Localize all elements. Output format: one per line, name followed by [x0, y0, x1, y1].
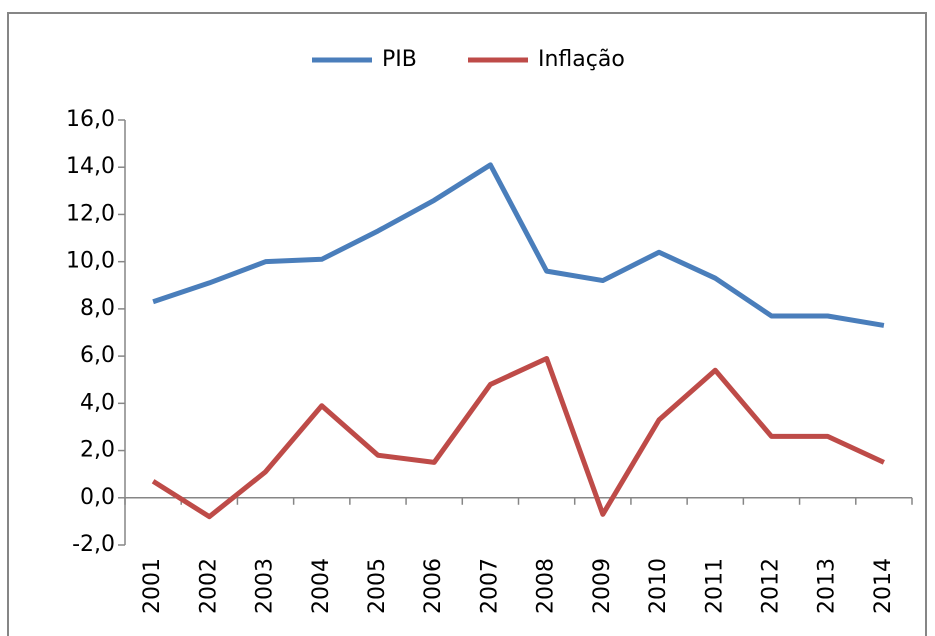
x-tick-label: 2001	[140, 558, 165, 614]
x-tick-label: 2002	[196, 558, 221, 614]
x-tick-label: 2010	[646, 558, 671, 614]
y-tick-label: 6,0	[80, 343, 115, 368]
y-tick-label: 4,0	[80, 390, 115, 415]
y-tick-label: 2,0	[80, 438, 115, 463]
chart-frame	[7, 12, 927, 636]
x-tick-label: 2009	[590, 558, 615, 614]
series-line	[151, 355, 885, 520]
legend-label: Inflação	[538, 47, 625, 72]
y-tick-label: 10,0	[66, 249, 115, 274]
y-tick-label: 16,0	[66, 107, 115, 132]
y-tick-label: 8,0	[80, 296, 115, 321]
y-tick-label: 12,0	[66, 201, 115, 226]
x-tick-label: 2011	[702, 558, 727, 614]
x-tick-label: 2006	[421, 558, 446, 614]
legend-label: PIB	[382, 47, 417, 72]
x-tick-label: 2014	[871, 558, 896, 614]
x-tick-label: 2008	[534, 558, 559, 614]
y-tick-label: 0,0	[80, 485, 115, 510]
series-line	[152, 162, 885, 328]
x-tick-label: 2003	[253, 558, 278, 614]
y-tick-label: -2,0	[72, 532, 115, 557]
x-tick-label: 2013	[815, 558, 840, 614]
x-tick-label: 2005	[365, 558, 390, 614]
y-tick-label: 14,0	[66, 154, 115, 179]
x-tick-label: 2012	[758, 558, 783, 614]
x-tick-label: 2004	[309, 558, 334, 614]
x-tick-label: 2007	[477, 558, 502, 614]
